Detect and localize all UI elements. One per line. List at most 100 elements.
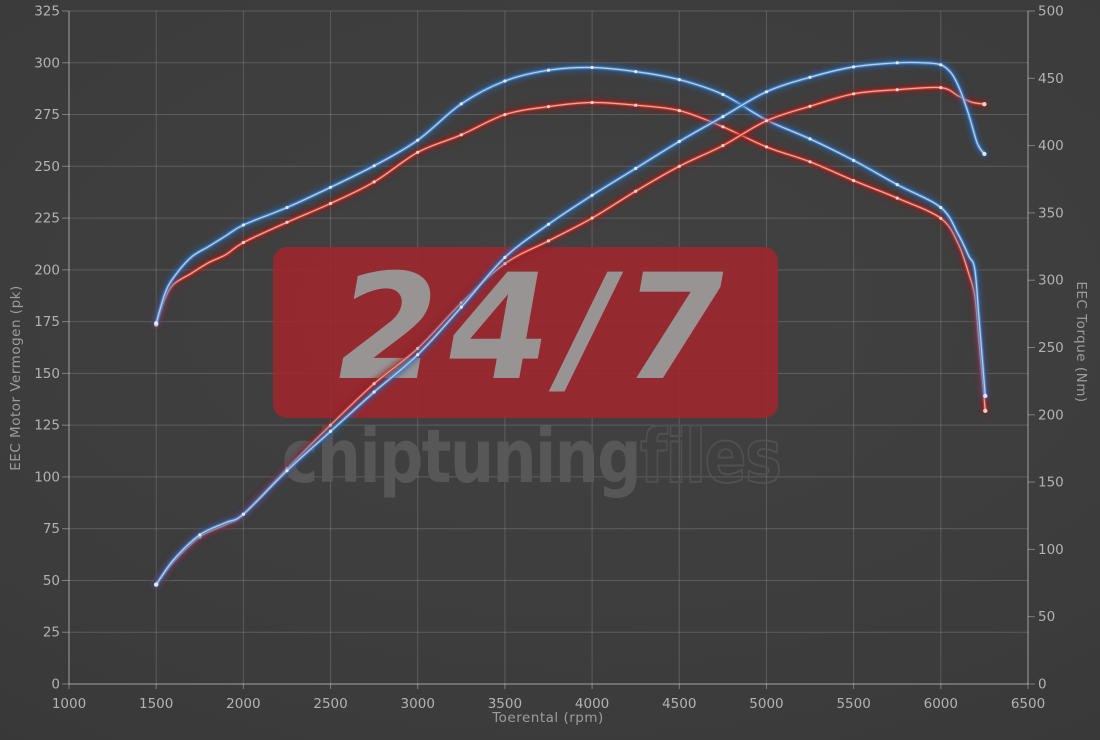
data-point-marker	[808, 160, 812, 164]
data-point-marker	[677, 164, 681, 168]
y-right-axis-title: EEC Torque (Nm)	[1073, 281, 1089, 402]
y-right-tick-label: 50	[1038, 609, 1055, 625]
y-right-tick-label: 0	[1038, 677, 1047, 693]
data-point-marker	[939, 63, 943, 67]
x-tick-label: 4500	[662, 696, 696, 712]
data-point-marker	[852, 92, 856, 96]
data-point-marker	[852, 179, 856, 183]
data-point-marker	[198, 533, 202, 537]
data-point-marker	[677, 78, 681, 82]
y-left-tick-label: 150	[34, 366, 60, 382]
data-point-marker	[154, 582, 159, 587]
y-left-tick-label: 125	[34, 418, 60, 434]
y-right-tick-label: 100	[1038, 542, 1064, 558]
data-point-marker	[416, 150, 420, 154]
data-point-marker	[895, 196, 899, 200]
data-point-marker	[590, 65, 594, 70]
data-point-marker	[285, 220, 289, 224]
data-point-marker	[503, 113, 507, 117]
y-left-tick-label: 175	[34, 314, 60, 330]
y-left-tick-label: 0	[51, 677, 60, 693]
y-left-tick-label: 75	[43, 521, 60, 537]
axis-label-layer: 1000 1500 2000 2500 3000 3500 4000 4500 5000 5500…	[34, 4, 1064, 713]
y-right-tick-label: 400	[1038, 138, 1064, 154]
data-point-marker	[677, 139, 681, 144]
data-point-marker	[590, 216, 594, 220]
y-right-tick-label: 200	[1038, 407, 1064, 423]
data-point-marker	[983, 393, 988, 399]
watermark-chiptuningfiles-text: chiptuningfiles	[282, 415, 781, 501]
data-point-marker	[982, 102, 987, 107]
data-point-marker	[852, 158, 856, 162]
x-tick-label: 3500	[488, 696, 522, 712]
data-point-marker	[416, 138, 420, 142]
y-left-tick-label: 100	[34, 469, 60, 485]
curve-vermogen-blue	[151, 58, 989, 589]
watermark-files-span: files	[640, 415, 780, 501]
data-point-marker	[546, 68, 551, 72]
watermark-247-text: 24/7	[322, 242, 750, 413]
data-point-marker	[852, 65, 856, 69]
data-point-marker	[983, 408, 988, 413]
y-left-axis-title: EEC Motor Vermogen (pk)	[8, 285, 24, 470]
data-point-marker	[895, 88, 899, 92]
data-point-marker	[546, 239, 551, 243]
data-point-marker	[764, 145, 769, 149]
data-point-marker	[939, 205, 943, 210]
y-right-tick-label: 150	[1038, 475, 1064, 491]
data-point-marker	[634, 70, 638, 74]
data-point-marker	[503, 79, 507, 83]
data-point-marker	[764, 119, 769, 123]
data-point-marker	[241, 223, 245, 227]
x-tick-label: 4000	[575, 696, 609, 712]
data-point-marker	[895, 61, 899, 65]
data-point-marker	[677, 109, 681, 113]
y-left-tick-label: 50	[43, 573, 60, 589]
y-left-tick-label: 275	[34, 107, 60, 123]
x-tick-label: 5500	[836, 696, 870, 712]
data-point-marker	[764, 90, 769, 94]
data-point-marker	[416, 353, 420, 357]
watermark-chiptuning-span: chiptuning	[282, 415, 640, 501]
data-point-marker	[721, 92, 725, 97]
data-point-marker	[546, 222, 551, 226]
x-tick-label: 1000	[52, 696, 86, 712]
data-point-marker	[634, 103, 638, 107]
data-point-marker	[372, 390, 376, 394]
data-point-marker	[459, 305, 463, 309]
watermark: 24/7 chiptuningfiles	[273, 242, 783, 501]
y-left-tick-label: 200	[34, 262, 60, 278]
y-left-tick-label: 225	[34, 211, 60, 227]
y-right-tick-label: 350	[1038, 205, 1064, 221]
data-point-marker	[372, 382, 376, 386]
x-tick-label: 6000	[924, 696, 958, 712]
data-point-marker	[721, 125, 725, 129]
data-point-marker	[721, 144, 725, 148]
data-point-marker	[721, 115, 725, 119]
x-axis-title: Toerental (rpm)	[491, 710, 604, 726]
data-point-marker	[939, 216, 943, 220]
y-right-tick-label: 450	[1038, 71, 1064, 87]
data-point-marker	[459, 133, 463, 137]
y-right-tick-label: 300	[1038, 273, 1064, 289]
data-point-marker	[590, 193, 594, 197]
data-point-marker	[982, 151, 987, 157]
curve-layer	[151, 58, 990, 589]
data-point-marker	[939, 86, 943, 90]
data-point-marker	[328, 429, 333, 433]
data-point-marker	[895, 183, 899, 187]
y-left-tick-label: 25	[43, 625, 60, 641]
data-point-marker	[808, 75, 812, 79]
y-left-tick-label: 325	[34, 4, 60, 20]
data-point-marker	[634, 189, 638, 193]
curve-core-torque-blue	[155, 66, 986, 397]
x-tick-label: 2000	[226, 696, 260, 712]
y-right-tick-label: 500	[1038, 4, 1064, 20]
x-tick-label: 1500	[139, 696, 173, 712]
data-point-marker	[285, 469, 289, 473]
data-point-marker	[503, 255, 507, 259]
data-point-marker	[459, 102, 463, 106]
data-point-marker	[154, 321, 159, 326]
